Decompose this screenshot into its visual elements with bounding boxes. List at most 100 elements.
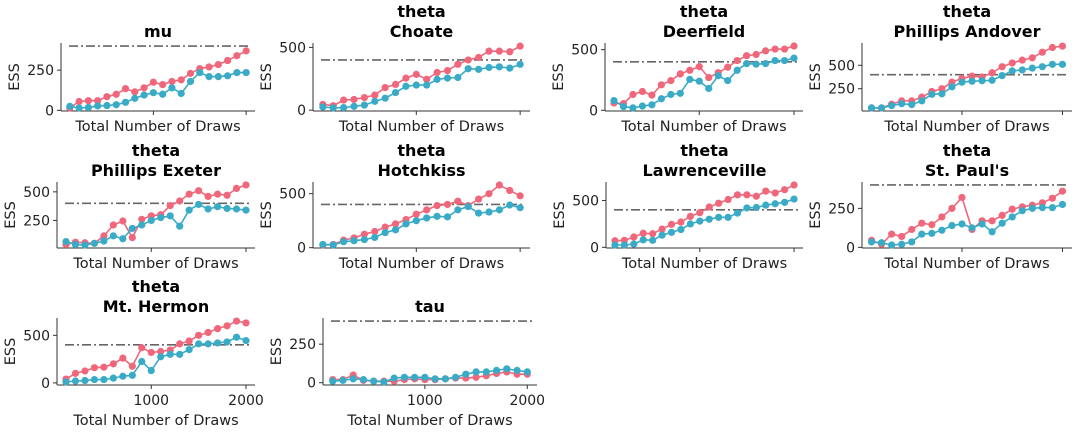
data-point	[157, 347, 165, 356]
data-point	[462, 370, 470, 378]
data-point	[1048, 203, 1057, 212]
data-point	[1028, 204, 1036, 212]
data-point	[166, 212, 174, 220]
data-point	[350, 237, 358, 245]
data-point	[1058, 60, 1067, 68]
subplot-title: theta	[943, 141, 991, 160]
y-axis-label: ESS	[3, 201, 19, 229]
data-point	[482, 368, 490, 376]
data-point	[958, 193, 966, 202]
data-point	[667, 90, 675, 99]
subplot-title: theta	[132, 277, 180, 296]
data-point	[103, 101, 111, 110]
data-point	[204, 328, 212, 337]
data-point	[204, 192, 212, 201]
subplot-title: Lawrenceville	[643, 161, 767, 180]
y-tick-label: 500	[23, 185, 50, 201]
data-point	[147, 366, 155, 375]
data-point	[360, 93, 368, 102]
data-point	[695, 77, 703, 85]
data-point	[157, 353, 165, 361]
data-point	[128, 362, 136, 370]
y-axis-label: ESS	[808, 201, 824, 229]
data-point	[350, 95, 358, 104]
data-point	[359, 376, 368, 384]
data-point	[705, 73, 713, 82]
subplot-title: Choate	[390, 22, 454, 41]
data-point	[620, 241, 628, 249]
subplot-title: Mt. Hermon	[103, 297, 209, 316]
data-point	[423, 75, 431, 83]
data-point	[412, 81, 420, 89]
data-point	[138, 357, 146, 366]
data-point	[81, 367, 89, 375]
data-point	[658, 231, 666, 239]
x-axis-label: Total Number of Draws	[338, 256, 504, 272]
data-point	[371, 97, 379, 105]
y-axis-label: ESS	[269, 338, 285, 366]
data-point	[371, 227, 379, 236]
data-point	[1048, 194, 1057, 202]
data-point	[350, 102, 358, 110]
subplot-title: mu	[144, 22, 172, 41]
data-point	[928, 229, 936, 237]
x-tick-label: 1000	[133, 393, 169, 409]
data-point	[472, 373, 480, 381]
data-point	[888, 101, 896, 110]
data-point	[1048, 60, 1057, 68]
data-point	[506, 64, 514, 72]
series-line	[65, 203, 247, 246]
data-point	[506, 201, 514, 209]
data-point	[1018, 56, 1026, 64]
data-point	[733, 191, 742, 199]
data-point	[485, 190, 493, 198]
data-point	[475, 53, 483, 62]
data-point	[686, 66, 694, 74]
subplot-title: Deerfield	[663, 22, 746, 41]
data-point	[204, 205, 212, 213]
data-point	[319, 103, 327, 111]
data-point	[402, 82, 410, 90]
data-point	[112, 101, 120, 109]
y-tick-label: 250	[23, 213, 50, 229]
data-point	[761, 60, 770, 68]
data-point	[75, 97, 83, 106]
data-point	[349, 375, 357, 383]
data-point	[412, 210, 420, 218]
y-axis-label: ESS	[551, 63, 567, 91]
data-point	[232, 184, 241, 193]
data-point	[159, 90, 167, 98]
data-point	[743, 52, 751, 60]
y-axis-label: ESS	[808, 63, 824, 91]
x-tick-label: 2000	[509, 393, 545, 409]
x-axis-label: Total Number of Draws	[883, 256, 1049, 272]
y-tick-label: 500	[571, 43, 598, 59]
data-point	[149, 89, 157, 97]
data-point	[908, 225, 916, 234]
data-point	[204, 340, 212, 348]
data-point	[177, 76, 185, 84]
y-tick-label: 0	[846, 240, 855, 256]
y-tick-label: 0	[589, 103, 598, 119]
data-point	[109, 232, 117, 240]
data-point	[752, 60, 760, 68]
data-point	[443, 74, 452, 82]
data-point	[177, 89, 185, 98]
data-point	[381, 223, 389, 231]
subplot-title: theta	[132, 141, 180, 160]
data-point	[360, 235, 368, 244]
data-point	[781, 198, 789, 206]
data-point	[380, 378, 388, 386]
data-point	[119, 217, 127, 225]
data-point	[485, 208, 493, 216]
data-point	[242, 319, 250, 327]
y-tick-label: 250	[828, 201, 855, 217]
data-point	[205, 72, 213, 81]
data-point	[743, 191, 751, 199]
data-point	[329, 104, 337, 112]
data-point	[390, 374, 398, 382]
data-point	[516, 192, 524, 200]
data-point	[176, 197, 184, 205]
data-point	[423, 214, 431, 222]
